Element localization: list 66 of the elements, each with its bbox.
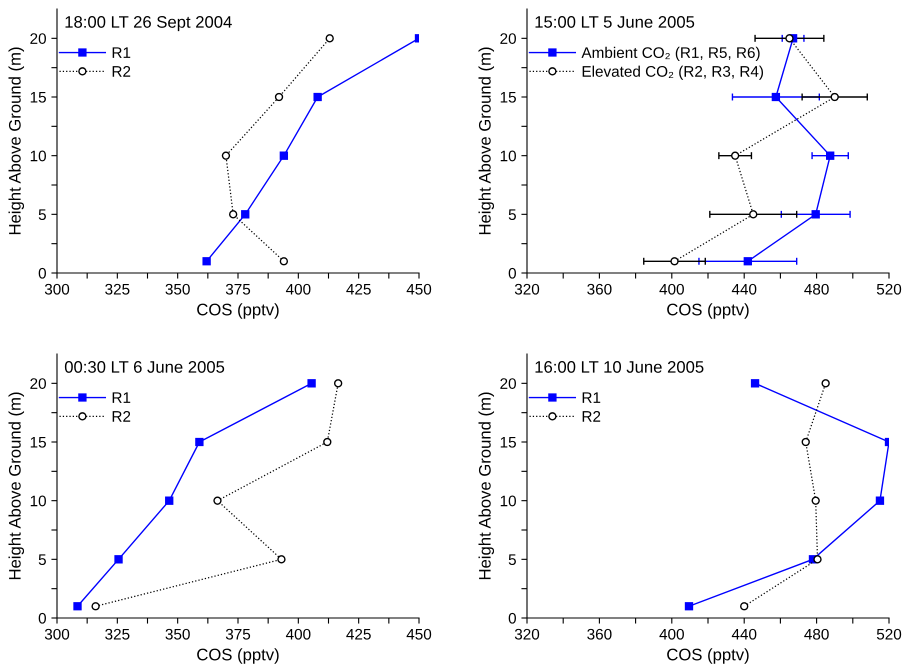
y-tick-label: 15 [30,92,46,103]
y-tick-label: 0 [508,268,516,279]
y-tick-label: 20 [500,33,516,44]
legend-label: R1 [112,392,130,403]
x-tick-label: 300 [44,628,70,640]
y-tick-label: 5 [38,554,46,566]
x-tick-label: 440 [732,628,756,640]
x-tick-label: 400 [286,628,310,640]
chart-title: 15:00 LT 5 June 2005 [536,16,694,28]
y-tick-label: 10 [30,496,46,506]
y-axis-title: Height Above Ground (m) [8,392,24,580]
legend-label: R2 [582,411,600,422]
y-tick-label: 10 [500,150,516,162]
x-tick-label: 400 [286,284,310,295]
x-tick-label: 375 [226,628,250,640]
y-tick-label: 20 [500,378,516,390]
chart-title: 16:00 LT 10 June 2005 [536,361,704,373]
x-tick-label: 375 [226,284,250,295]
x-tick-label: 350 [166,628,190,640]
x-tick-label: 320 [514,284,540,295]
legend-label: R2 [112,66,130,77]
y-tick-label: 10 [500,496,516,506]
x-tick-label: 440 [732,284,756,295]
x-axis-title: COS (pptv) [667,303,749,319]
chart-title: 00:30 LT 6 June 2005 [64,361,224,373]
x-tick-label: 400 [659,628,684,640]
x-tick-label: 320 [514,628,540,640]
y-axis-title: Height Above Ground (m) [478,392,494,580]
x-tick-label: 400 [659,284,684,295]
x-tick-label: 300 [44,284,70,295]
y-tick-label: 5 [38,209,46,220]
x-tick-label: 360 [587,284,612,295]
x-tick-label: 350 [166,284,190,295]
x-tick-label: 480 [804,628,829,640]
y-axis-title: Height Above Ground (m) [8,48,24,234]
x-tick-label: 425 [346,628,371,640]
y-tick-label: 15 [500,92,516,103]
y-tick-label: 20 [30,378,46,390]
x-axis-title: COS (pptv) [197,648,279,664]
y-axis-title: Height Above Ground (m) [478,48,494,234]
x-axis-title: COS (pptv) [667,648,749,664]
legend-label: Elevated CO₂ (R2, R3, R4) [582,66,764,80]
y-tick-label: 20 [30,33,46,44]
x-tick-label: 325 [105,284,130,295]
y-tick-label: 5 [508,209,516,220]
legend-label: R1 [112,47,130,58]
legend-label: R2 [112,411,130,422]
x-tick-label: 480 [804,284,829,295]
chart-title: 18:00 LT 26 Sept 2004 [66,16,232,32]
x-axis-title: COS (pptv) [197,303,279,319]
legend-label: Ambient CO₂ (R1, R5, R6) [581,46,760,62]
y-tick-label: 0 [38,268,46,279]
x-tick-label: 520 [876,284,902,295]
y-tick-label: 15 [500,437,516,448]
y-tick-label: 10 [30,150,46,162]
legend-label: R1 [582,392,600,403]
y-tick-label: 5 [508,554,516,566]
x-tick-label: 325 [105,628,130,640]
y-tick-label: 0 [508,612,516,624]
x-tick-label: 360 [587,628,612,640]
x-tick-label: 450 [406,628,432,640]
y-tick-label: 15 [30,437,46,448]
y-tick-label: 0 [38,612,46,624]
x-tick-label: 425 [346,284,371,295]
x-tick-label: 450 [406,284,432,295]
x-tick-label: 520 [876,628,902,640]
